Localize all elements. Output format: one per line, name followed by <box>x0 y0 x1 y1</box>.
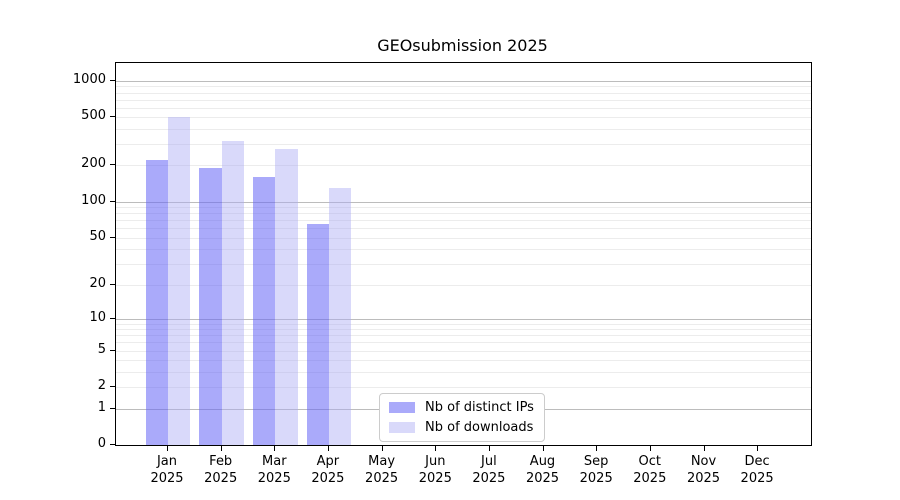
gridline-minor-800 <box>116 92 811 94</box>
x-tick-dec <box>757 446 759 451</box>
plot-area: Nb of distinct IPs Nb of downloads <box>115 62 812 446</box>
bar-downloads-feb <box>221 140 245 445</box>
gridline-minor-200 <box>116 165 811 167</box>
x-tick-nov <box>703 446 705 451</box>
legend: Nb of distinct IPs Nb of downloads <box>379 393 545 442</box>
gridline-minor-3 <box>116 371 811 373</box>
bar-ips-jan <box>145 160 168 445</box>
y-tick-label-2: 2 <box>97 378 106 394</box>
gridline-major-10 <box>116 318 811 320</box>
x-tick-feb <box>220 446 222 451</box>
x-tick-sep <box>596 446 598 451</box>
y-tick-label-5: 5 <box>97 341 106 357</box>
gridline-minor-20 <box>116 284 811 286</box>
gridline-minor-80 <box>116 213 811 215</box>
legend-label-distinct-ips: Nb of distinct IPs <box>425 400 534 415</box>
x-tick-label-apr: Apr 2025 <box>311 454 345 486</box>
x-tick-label-feb: Feb 2025 <box>204 454 238 486</box>
x-tick-label-dec: Dec 2025 <box>740 454 774 486</box>
gridline-minor-600 <box>116 107 811 109</box>
gridline-major-1000 <box>116 80 811 82</box>
legend-swatch-distinct-ips <box>389 402 415 413</box>
gridline-minor-2 <box>116 387 811 389</box>
gridline-major-100 <box>116 201 811 203</box>
bar-ips-mar <box>252 177 276 445</box>
gridline-minor-4 <box>116 360 811 362</box>
x-tick-jul <box>488 446 490 451</box>
x-tick-label-jan: Jan 2025 <box>150 454 184 486</box>
y-tick-label-500: 500 <box>81 108 106 124</box>
gridline-minor-50 <box>116 237 811 239</box>
bar-downloads-apr <box>328 187 352 445</box>
legend-swatch-downloads <box>389 422 415 433</box>
y-tick-5 <box>110 349 115 351</box>
x-tick-aug <box>542 446 544 451</box>
y-tick-label-1000: 1000 <box>72 71 106 87</box>
gridline-minor-300 <box>116 144 811 146</box>
bar-ips-apr <box>306 224 329 445</box>
x-tick-jan <box>167 446 168 451</box>
gridline-minor-90 <box>116 207 811 209</box>
y-tick-2 <box>110 386 115 388</box>
y-tick-1000 <box>110 79 115 81</box>
x-tick-apr <box>327 446 329 451</box>
x-tick-oct <box>649 446 651 451</box>
x-tick-label-sep: Sep 2025 <box>579 454 613 486</box>
y-tick-500 <box>110 116 115 118</box>
x-tick-label-jul: Jul 2025 <box>472 454 506 486</box>
x-tick-label-may: May 2025 <box>365 454 399 486</box>
gridline-minor-700 <box>116 99 811 101</box>
gridline-minor-6 <box>116 342 811 344</box>
y-tick-label-1: 1 <box>97 399 106 415</box>
x-tick-may <box>381 446 383 451</box>
y-tick-label-10: 10 <box>89 309 106 325</box>
x-tick-label-oct: Oct 2025 <box>633 454 667 486</box>
gridline-minor-500 <box>116 117 811 119</box>
legend-item-distinct-ips: Nb of distinct IPs <box>389 400 534 415</box>
y-tick-label-0: 0 <box>97 436 106 451</box>
gridline-minor-70 <box>116 220 811 222</box>
legend-label-downloads: Nb of downloads <box>425 420 534 435</box>
bar-downloads-mar <box>275 148 298 445</box>
x-tick-label-aug: Aug 2025 <box>525 454 560 486</box>
y-tick-50 <box>110 236 115 238</box>
y-tick-200 <box>110 164 115 166</box>
gridline-minor-8 <box>116 329 811 331</box>
gridline-minor-7 <box>116 335 811 337</box>
gridline-minor-900 <box>116 86 811 88</box>
y-tick-0 <box>110 444 115 445</box>
y-tick-label-50: 50 <box>89 228 106 244</box>
x-tick-label-mar: Mar 2025 <box>257 454 291 486</box>
bar-ips-feb <box>199 168 222 445</box>
gridline-minor-400 <box>116 129 811 130</box>
x-tick-mar <box>274 446 276 451</box>
x-tick-label-jun: Jun 2025 <box>418 454 452 486</box>
chart-title: GEOsubmission 2025 <box>377 36 548 55</box>
bar-downloads-jan <box>168 117 191 445</box>
y-tick-10 <box>110 317 115 319</box>
legend-item-downloads: Nb of downloads <box>389 420 534 435</box>
gridline-minor-60 <box>116 228 811 230</box>
y-tick-label-200: 200 <box>81 156 106 172</box>
gridline-minor-40 <box>116 249 811 251</box>
y-tick-100 <box>110 200 115 202</box>
gridline-minor-5 <box>116 350 811 352</box>
gridline-minor-30 <box>116 263 811 265</box>
y-tick-1 <box>110 407 115 409</box>
x-tick-jun <box>435 446 437 451</box>
y-tick-label-20: 20 <box>89 275 106 291</box>
x-tick-label-nov: Nov 2025 <box>686 454 721 486</box>
y-tick-label-100: 100 <box>81 192 106 208</box>
y-tick-20 <box>110 283 115 285</box>
gridline-minor-9 <box>116 323 811 325</box>
